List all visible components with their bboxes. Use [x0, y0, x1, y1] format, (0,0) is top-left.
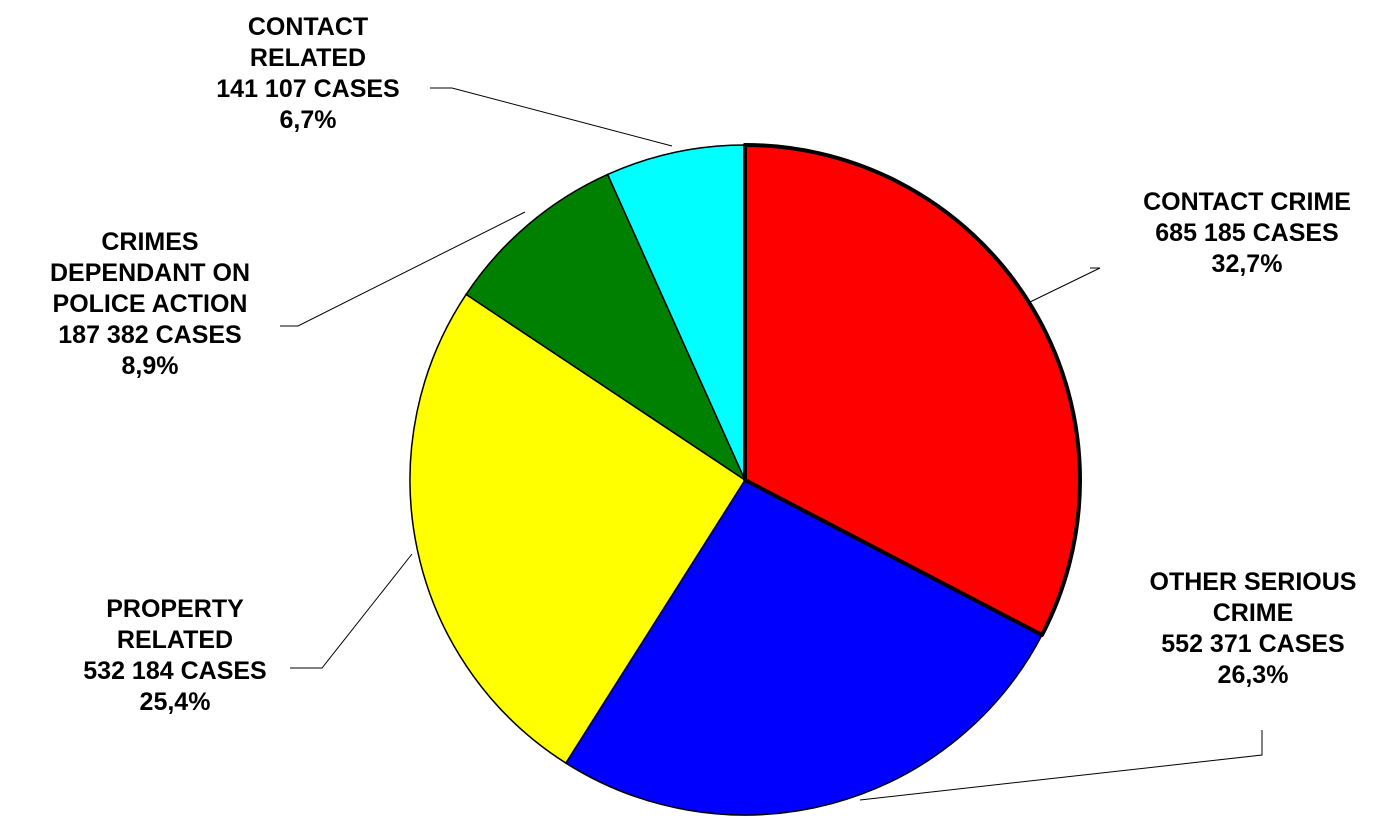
slice-label-crimes-dependant-on-police-action: CRIMES DEPENDANT ON POLICE ACTION 187 382 C…: [50, 228, 250, 380]
slice-label-line: 187 382 CASES: [58, 321, 241, 349]
leader-line-property-related: [290, 553, 413, 669]
slice-label-line: 6,7%: [280, 106, 337, 134]
slice-label-line: 141 107 CASES: [216, 75, 399, 103]
slice-label-line: 685 185 CASES: [1155, 219, 1338, 247]
pie-slices: [409, 143, 1082, 816]
slice-label-line: 552 371 CASES: [1161, 630, 1344, 658]
slice-label-line: 26,3%: [1218, 661, 1289, 689]
slice-label-line: 532 184 CASES: [83, 657, 266, 685]
slice-label-line: CRIME: [1213, 599, 1294, 627]
slice-label-line: RELATED: [117, 626, 233, 654]
leader-line-contact-crime: [1029, 267, 1101, 303]
pie-slice-contact-related: [606, 144, 746, 481]
slice-label-line: 8,9%: [122, 352, 179, 380]
leader-lines: [280, 87, 1263, 801]
leader-line-contact-related: [430, 87, 673, 147]
highlighted-slice-outline: [743, 143, 1082, 637]
slice-label-line: 25,4%: [140, 688, 211, 716]
slice-label-line: POLICE ACTION: [53, 290, 248, 318]
slice-label-line: CONTACT: [248, 13, 368, 41]
pie-slice-other-serious-crime: [565, 479, 1043, 816]
leader-line-crimes-dependant-on-police-action: [280, 211, 526, 327]
slice-label-contact-related: CONTACT RELATED 141 107 CASES 6,7%: [216, 13, 399, 134]
pie-slice-property-related: [409, 293, 746, 764]
slice-label-line: 32,7%: [1212, 250, 1283, 278]
pie-slice-crimes-dependant-on-police-action: [465, 173, 746, 481]
slice-label-line: CRIMES: [101, 228, 198, 256]
leader-line-other-serious-crime: [859, 730, 1263, 801]
slice-label-line: OTHER SERIOUS: [1150, 568, 1357, 596]
slice-label-line: PROPERTY: [106, 595, 244, 623]
slice-label-contact-crime: CONTACT CRIME 685 185 CASES 32,7%: [1143, 188, 1351, 278]
slice-label-line: DEPENDANT ON: [50, 259, 250, 287]
slice-label-other-serious-crime: OTHER SERIOUS CRIME 552 371 CASES 26,3%: [1150, 568, 1357, 689]
slice-labels: CONTACT CRIME 685 185 CASES 32,7% OTHER SER…: [50, 13, 1357, 716]
slice-label-property-related: PROPERTY RELATED 532 184 CASES 25,4%: [83, 595, 266, 716]
slice-label-line: CONTACT CRIME: [1143, 188, 1351, 216]
slice-label-line: RELATED: [250, 44, 366, 72]
